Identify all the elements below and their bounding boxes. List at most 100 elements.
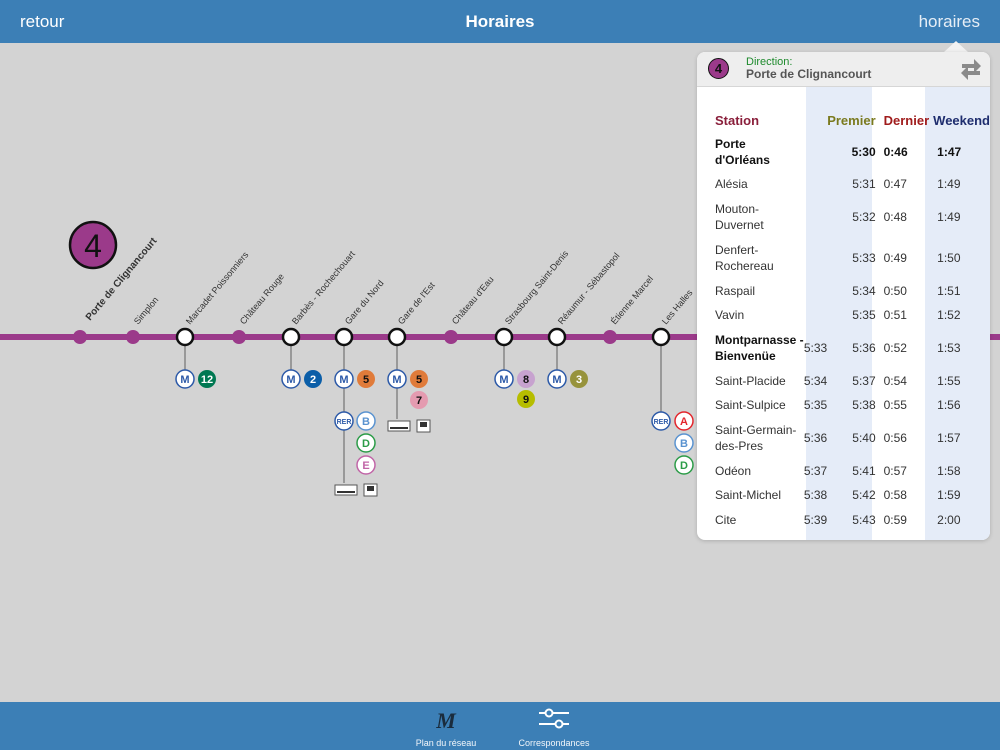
line-12-icon (198, 370, 216, 388)
station-dot-chateau-deau (444, 330, 458, 344)
line-9-icon (517, 390, 535, 408)
dernier-time: 0:47 (883, 177, 907, 192)
station-dot-les-halles (651, 327, 671, 347)
rer-b-icon (356, 411, 376, 431)
direction-value: Porte de Clignancourt (746, 67, 872, 81)
metro-m-icon (175, 369, 195, 389)
back-button[interactable]: retour (20, 12, 65, 31)
bus-icon (363, 483, 378, 497)
premier-time: 5:33 (852, 251, 876, 265)
tab-label: Plan du réseau (415, 738, 477, 748)
premier-time: 5:36 (852, 341, 876, 355)
svg-text:12: 12 (201, 374, 213, 386)
schedule-row: Mouton-Duvernet 5:32 0:48 1:49 (709, 197, 990, 238)
station-dot-marcadet (175, 327, 195, 347)
tab-label: Correspondances (518, 738, 590, 748)
premier-time: 5:38 (852, 398, 876, 413)
svg-text:M: M (499, 374, 508, 386)
schedule-row: Raspail 5:34 0:50 1:51 (709, 279, 990, 304)
weekend-time: 1:47 (937, 144, 962, 159)
weekend-time: 1:58 (937, 463, 961, 478)
metro-m-icon (334, 369, 354, 389)
metro-m-icon (547, 369, 567, 389)
svg-text:M: M (339, 374, 348, 386)
premier-time: 5:31 (852, 177, 876, 192)
station-label: Château Rouge (238, 272, 286, 327)
svg-text:A: A (680, 416, 688, 428)
line-badge-icon: 4 (708, 58, 729, 79)
line-number-text: 4 (84, 228, 102, 264)
tab-bar: M Plan du réseau Correspondances (0, 702, 1000, 750)
weekday-time (804, 303, 827, 328)
dernier-time: 0:55 (883, 398, 907, 413)
svg-text:M: M (435, 708, 457, 732)
weekday-time: 5:39 (803, 512, 828, 527)
station-label: Château d'Eau (450, 274, 496, 326)
svg-text:M: M (180, 374, 189, 386)
dernier-time: 0:46 (883, 144, 908, 159)
line-5-icon (357, 370, 375, 388)
schedule-row: Montparnasse - Bienvenüe 5:33 5:36 0:52 1:53 (709, 328, 990, 369)
weekday-time: 5:37 (803, 463, 828, 478)
weekend-time: 1:50 (937, 251, 961, 265)
weekday-time: 5:36 (803, 431, 828, 445)
schedules-button[interactable]: horaires (918, 12, 980, 31)
swap-direction-icon[interactable] (958, 55, 984, 83)
line-8-icon (517, 370, 535, 388)
weekday-time (804, 172, 827, 197)
rer-icon (651, 411, 671, 431)
svg-text:3: 3 (576, 374, 582, 386)
weekend-time: 1:59 (937, 488, 961, 503)
dernier-time: 0:50 (883, 283, 907, 298)
header-premier: Premier (827, 112, 876, 128)
weekday-time (804, 238, 827, 279)
line-3-icon (570, 370, 588, 388)
dernier-time: 0:56 (883, 431, 907, 445)
line-5-icon (410, 370, 428, 388)
station-label: Réaumur - Sébastopol (556, 251, 622, 326)
station-name: Cite (715, 512, 737, 527)
line-7-icon (410, 391, 428, 409)
dernier-time: 0:58 (883, 488, 907, 503)
map-m-icon: M (435, 708, 457, 732)
tab-network-map[interactable]: M Plan du réseau (396, 706, 496, 748)
line-map-canvas: 4 Port (0, 220, 1000, 497)
train-icon (387, 420, 411, 432)
navigation-bar: retour Horaires horaires (0, 0, 1000, 43)
metro-m-icon (494, 369, 514, 389)
dernier-time: 0:59 (883, 512, 907, 527)
weekend-time: 1:57 (937, 431, 961, 445)
direction-label: Direction: (746, 56, 793, 68)
tab-correspondences[interactable]: Correspondances (504, 706, 604, 748)
svg-text:5: 5 (416, 374, 422, 386)
station-name: Raspail (715, 283, 756, 298)
svg-text:M: M (392, 374, 401, 386)
metro-m-icon (387, 369, 407, 389)
rer-icon (334, 411, 354, 431)
station-dots (73, 327, 671, 347)
station-label: Gare de l'Est (396, 280, 437, 326)
station-name: Porte d'Orléans (715, 136, 770, 167)
station-name: Mouton-Duvernet (715, 202, 764, 232)
premier-time: 5:42 (852, 488, 876, 503)
sliders-icon (539, 708, 569, 729)
svg-text:E: E (362, 460, 369, 472)
weekend-time: 1:51 (937, 283, 961, 298)
line-map[interactable]: 4 Port (0, 43, 1000, 702)
station-name: Saint-Michel (715, 488, 782, 503)
station-name: Denfert-Rochereau (715, 243, 774, 273)
station-dot-simplon (126, 330, 140, 344)
weekday-time (804, 279, 827, 304)
station-dot-chateau-rouge (232, 330, 246, 344)
station-label: Les Halles (660, 287, 695, 326)
station-name: Alésia (715, 177, 748, 192)
direction-header: 4 Direction: Porte de Clignancourt (697, 52, 990, 87)
station-dot-reaumur (547, 327, 567, 347)
station-name: Saint-Germain-des-Pres (715, 423, 797, 453)
svg-text:D: D (362, 438, 370, 450)
header-weekend: Weekend (933, 112, 990, 128)
dernier-time: 0:54 (883, 373, 907, 388)
premier-time: 5:32 (852, 210, 876, 224)
station-label: Gare du Nord (343, 278, 386, 326)
station-label: Simplon (132, 295, 161, 326)
